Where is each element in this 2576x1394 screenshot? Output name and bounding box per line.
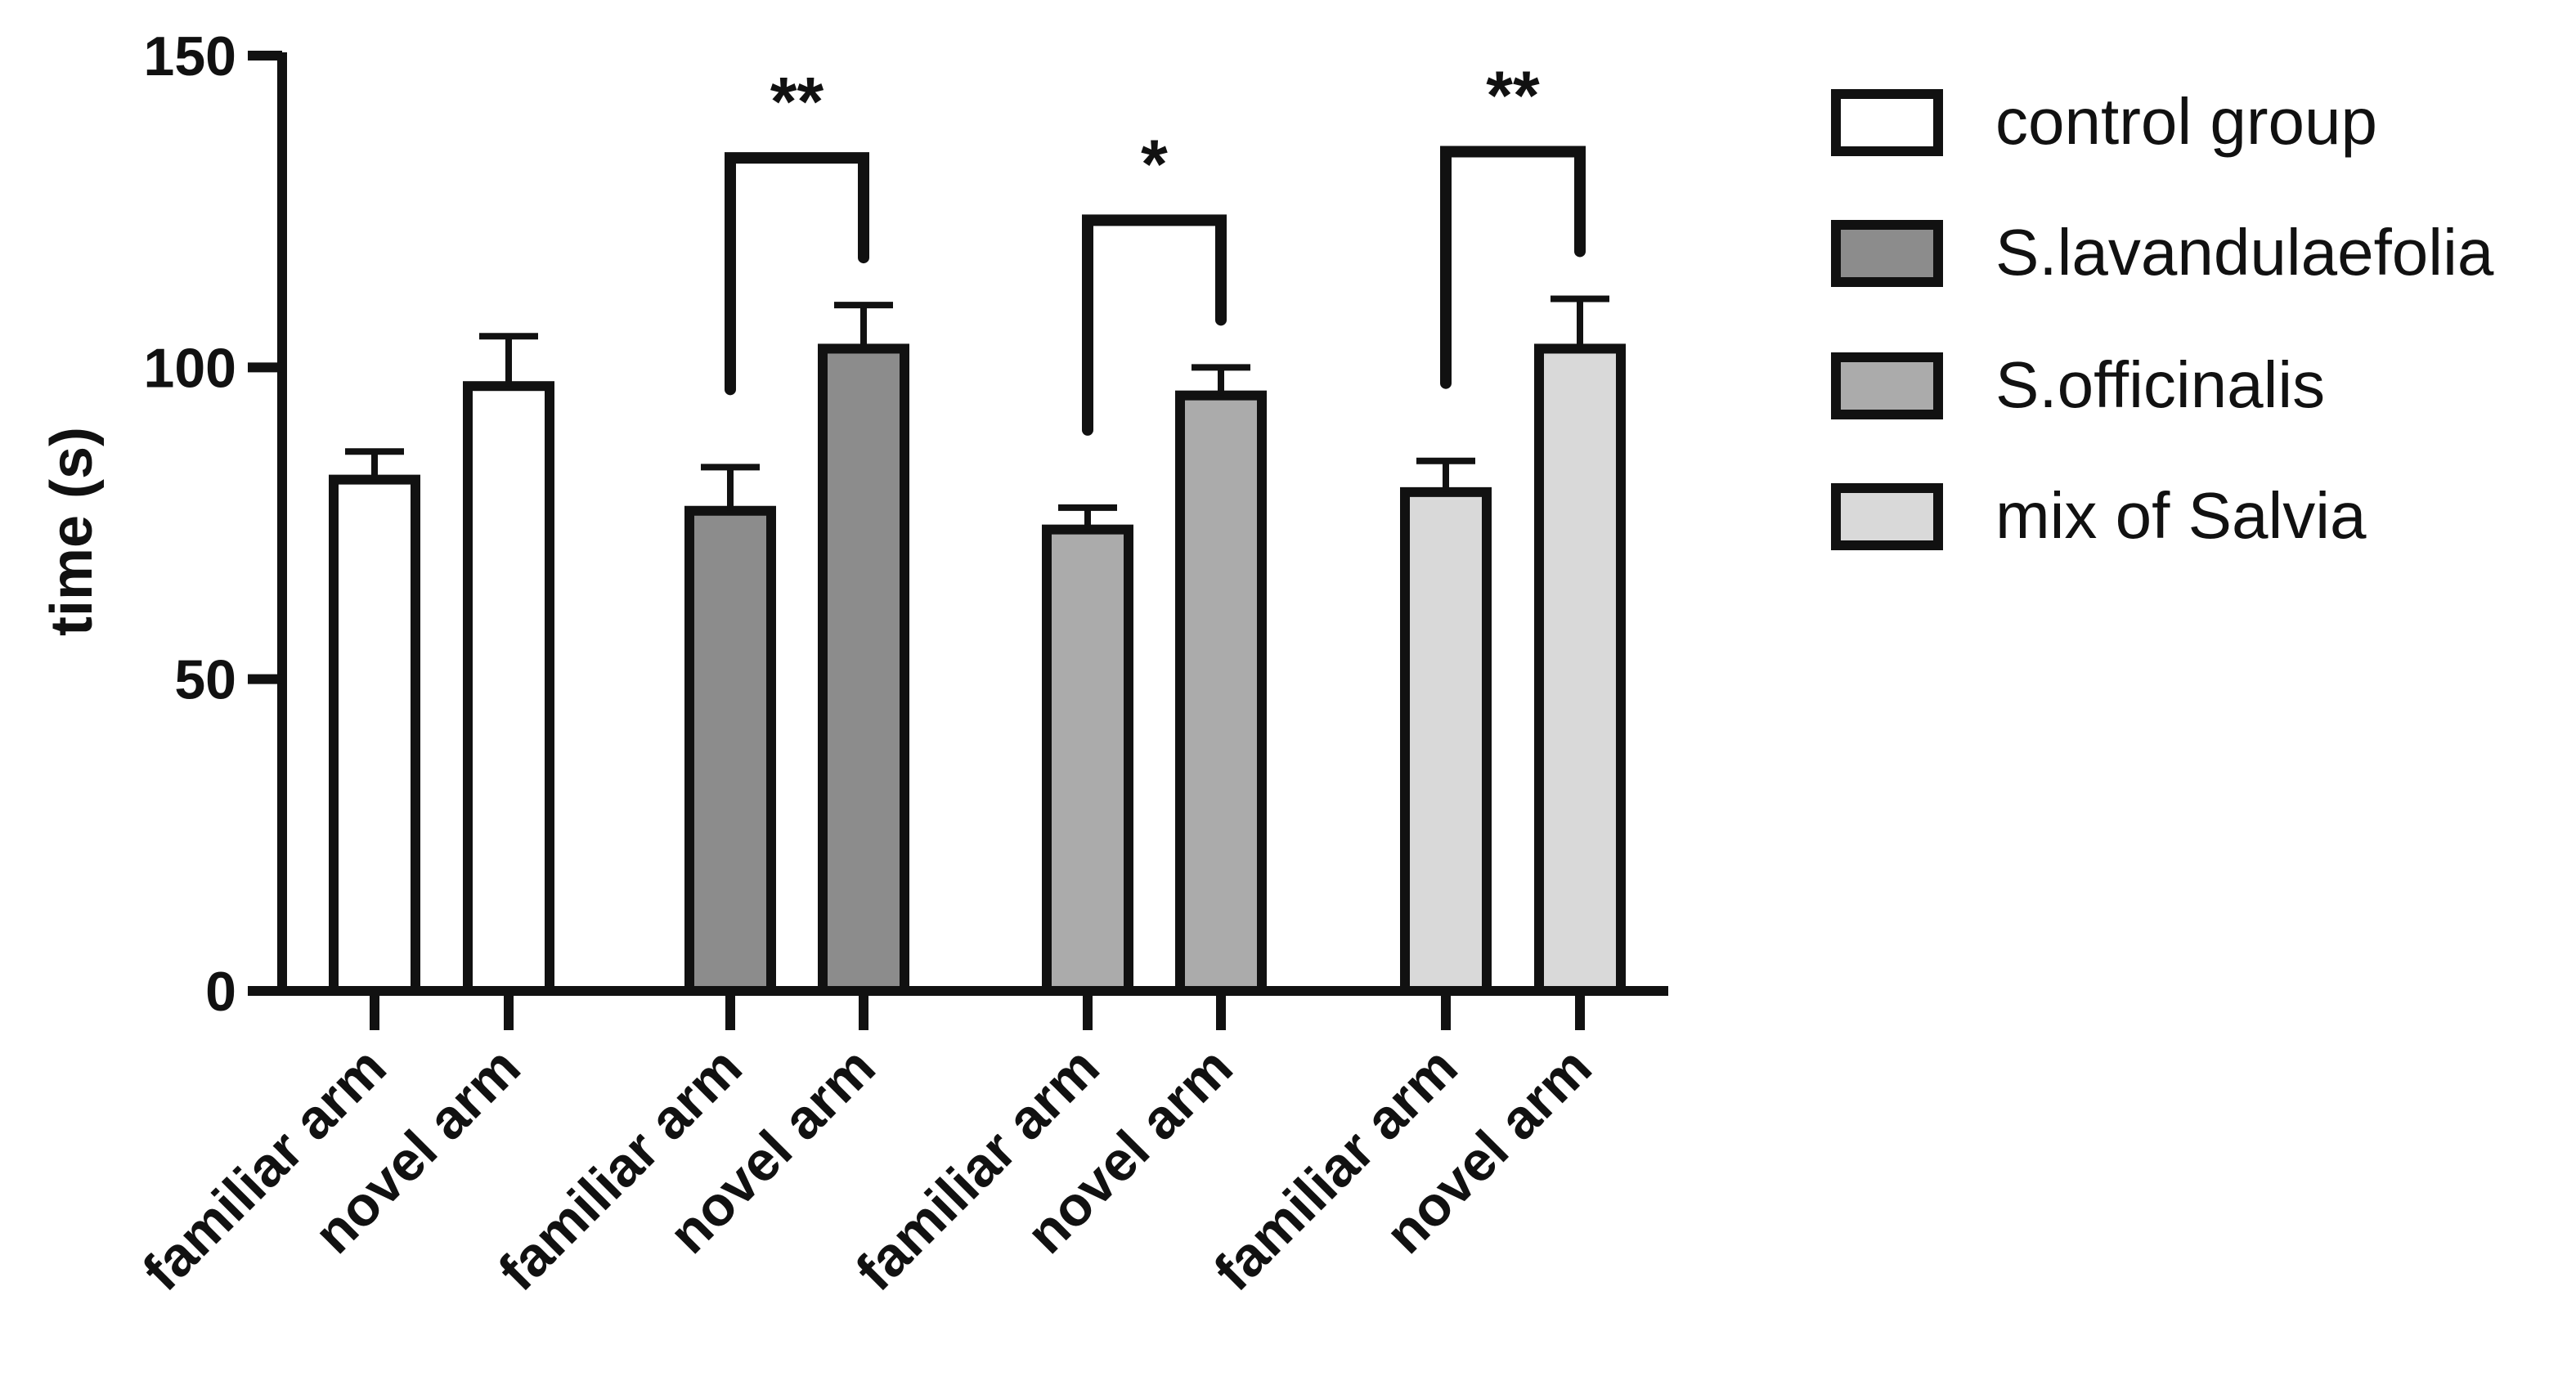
significance-label: ** <box>770 63 824 140</box>
y-tick-label: 100 <box>144 337 236 399</box>
significance-label: * <box>1141 125 1168 202</box>
significance-bracket <box>725 152 869 396</box>
bar-s-officinalis-familiar <box>1042 524 1133 996</box>
legend-label: S.lavandulaefolia <box>1995 216 2494 289</box>
legend-swatch <box>1831 352 1943 419</box>
y-axis-title: time (s) <box>39 427 105 636</box>
legend-swatch <box>1831 483 1943 550</box>
significance-bracket <box>1082 214 1227 436</box>
bar-mix-of-salvia-novel <box>1534 343 1626 997</box>
y-tick-label: 50 <box>174 649 236 711</box>
legend-label: control group <box>1995 85 2377 158</box>
significance-bracket <box>1440 146 1586 389</box>
significance-label: ** <box>1486 56 1540 133</box>
bar-s-officinalis-novel <box>1175 390 1267 996</box>
legend-swatch <box>1831 89 1943 156</box>
bar-control-group-novel <box>463 381 554 997</box>
y-tick-label: 150 <box>144 25 236 87</box>
y-tick-label: 0 <box>205 961 236 1023</box>
bar-s-lavandulaefolia-novel <box>818 343 909 997</box>
bar-mix-of-salvia-familiar <box>1400 486 1492 996</box>
legend-label: mix of Salvia <box>1995 479 2367 552</box>
bar-s-lavandulaefolia-familiar <box>684 505 776 996</box>
legend-label: S.officinalis <box>1995 348 2325 421</box>
legend-swatch <box>1831 220 1943 287</box>
bar-control-group-familiar <box>329 474 420 996</box>
